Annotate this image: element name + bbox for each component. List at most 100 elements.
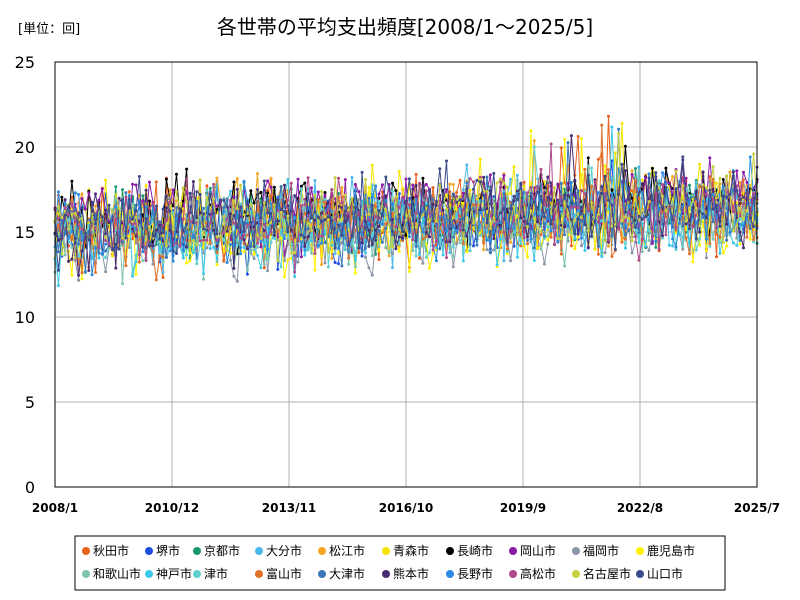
series-marker <box>347 256 351 260</box>
series-marker <box>374 215 378 218</box>
series-marker <box>637 241 641 245</box>
series-marker <box>448 227 452 231</box>
series-marker <box>701 212 705 216</box>
series-marker <box>586 245 590 249</box>
legend-entry: 堺市 <box>156 543 180 558</box>
series-marker <box>154 228 158 232</box>
series-marker <box>468 192 472 196</box>
legend-entry: 富山市 <box>266 566 302 581</box>
series-marker <box>161 234 165 238</box>
series-marker <box>708 175 712 179</box>
series-marker <box>289 209 293 213</box>
series-marker <box>431 186 435 190</box>
series-marker <box>397 228 401 232</box>
series-marker <box>505 247 509 251</box>
series-marker <box>620 122 624 125</box>
series-marker <box>532 145 536 149</box>
series-marker <box>654 171 658 175</box>
series-marker <box>94 192 97 196</box>
series-marker <box>360 224 364 228</box>
series-marker <box>384 217 388 221</box>
series-marker <box>428 251 432 255</box>
series-marker <box>721 194 725 198</box>
series-marker <box>725 174 729 178</box>
series-marker <box>239 236 243 240</box>
series-marker <box>580 244 583 248</box>
y-tick-label: 10 <box>15 308 35 327</box>
series-marker <box>495 217 499 221</box>
legend-marker <box>145 570 153 578</box>
series-marker <box>708 242 712 246</box>
series-marker <box>60 195 64 199</box>
series-marker <box>252 212 256 216</box>
series-marker <box>569 205 573 209</box>
series-marker <box>67 227 70 231</box>
series-marker <box>134 209 138 213</box>
series-marker <box>407 196 411 200</box>
series-marker <box>596 220 600 224</box>
series-marker <box>607 181 610 185</box>
series-marker <box>161 207 165 211</box>
series-marker <box>519 181 523 185</box>
x-tick-label: 2025/7 <box>734 501 780 515</box>
series-marker <box>546 242 550 246</box>
series-marker <box>492 248 496 252</box>
series-marker <box>742 246 745 250</box>
series-marker <box>394 247 398 251</box>
series-marker <box>245 247 249 251</box>
series-marker <box>745 208 749 212</box>
series-marker <box>97 205 101 209</box>
series-marker <box>407 203 411 207</box>
series-marker <box>242 250 246 254</box>
series-marker <box>198 225 202 229</box>
series-marker <box>97 251 101 255</box>
series-marker <box>451 192 455 196</box>
series-marker <box>316 198 320 201</box>
legend-entry: 岡山市 <box>520 543 556 558</box>
series-marker <box>330 188 334 191</box>
series-marker <box>539 167 543 171</box>
series-marker <box>256 241 259 245</box>
series-marker <box>215 260 219 264</box>
series-marker <box>445 229 448 233</box>
series-marker <box>458 228 462 232</box>
series-marker <box>505 240 509 244</box>
series-marker <box>647 176 651 180</box>
series-marker <box>461 237 465 240</box>
series-marker <box>191 180 195 184</box>
series-marker <box>515 178 519 182</box>
series-marker <box>640 178 644 182</box>
series-marker <box>488 173 492 177</box>
series-marker <box>121 240 124 244</box>
series-marker <box>168 188 172 192</box>
series-marker <box>326 265 330 269</box>
series-marker <box>343 193 347 197</box>
series-marker <box>512 165 516 169</box>
series-marker <box>522 215 526 219</box>
series-marker <box>63 213 67 217</box>
series-marker <box>323 261 327 265</box>
series-marker <box>104 232 108 236</box>
series-marker <box>711 192 715 196</box>
series-marker <box>124 195 128 199</box>
y-tick-label: 5 <box>25 393 35 412</box>
series-marker <box>249 203 253 207</box>
series-marker <box>215 235 219 239</box>
series-marker <box>353 265 357 269</box>
series-marker <box>144 217 148 221</box>
series-marker <box>580 205 583 209</box>
series-marker <box>509 177 513 181</box>
series-marker <box>661 183 664 186</box>
series-marker <box>283 237 286 240</box>
series-marker <box>310 186 313 190</box>
series-marker <box>306 221 310 225</box>
series-marker <box>303 244 307 248</box>
series-marker <box>542 215 546 219</box>
series-marker <box>637 258 641 262</box>
series-marker <box>509 206 513 210</box>
series-marker <box>681 155 685 159</box>
series-marker <box>296 260 300 264</box>
series-marker <box>698 209 702 213</box>
series-marker <box>637 165 641 169</box>
series-marker <box>313 268 317 272</box>
